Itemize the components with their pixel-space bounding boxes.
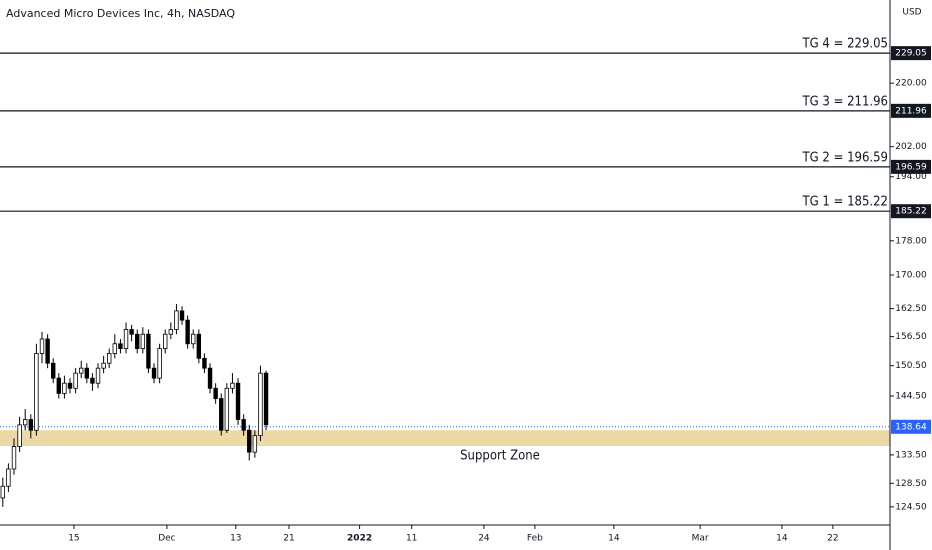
last-price-tag bbox=[891, 419, 931, 434]
candle-body bbox=[247, 429, 252, 453]
y-tick-label: 194.00 bbox=[895, 172, 927, 182]
chart-title: Advanced Micro Devices Inc, 4h, NASDAQ bbox=[6, 7, 235, 20]
candle-body bbox=[224, 387, 230, 431]
candle-body bbox=[213, 387, 218, 399]
candle-body bbox=[235, 382, 241, 420]
x-tick-label: 24 bbox=[478, 534, 490, 544]
candle-body bbox=[112, 343, 118, 354]
candle-body bbox=[90, 377, 95, 384]
support-zone bbox=[0, 430, 890, 447]
x-tick-label: 15 bbox=[68, 534, 79, 544]
y-tick-label: 144.50 bbox=[895, 391, 927, 401]
candle-body bbox=[17, 424, 22, 447]
x-tick-label: Mar bbox=[692, 534, 709, 544]
target-label: TG 1 = 185.22 bbox=[802, 195, 889, 210]
candle-body bbox=[157, 348, 162, 379]
y-tick-label: 170.00 bbox=[895, 271, 927, 281]
y-tick-label: 202.00 bbox=[895, 142, 927, 152]
price-tag bbox=[891, 204, 931, 219]
last-price-label: 138.64 bbox=[895, 422, 927, 432]
candle-body bbox=[185, 319, 190, 345]
price-tag-label: 185.22 bbox=[895, 207, 927, 217]
candle-body bbox=[95, 367, 101, 384]
support-zone-label: Support Zone bbox=[460, 449, 540, 464]
candle-body bbox=[56, 377, 62, 394]
x-tick-label: 11 bbox=[406, 534, 417, 544]
candle-body bbox=[11, 446, 17, 470]
candle-body bbox=[123, 329, 129, 349]
candle-body bbox=[174, 310, 179, 330]
candle-body bbox=[146, 333, 151, 369]
y-tick-label: 150.50 bbox=[895, 361, 927, 371]
candle-body bbox=[151, 367, 157, 379]
candle-body bbox=[129, 329, 134, 335]
candle-body bbox=[62, 382, 67, 394]
currency-label: USD bbox=[902, 8, 921, 18]
candle-body bbox=[6, 468, 11, 487]
target-label: TG 4 = 229.05 bbox=[802, 37, 889, 52]
target-label: TG 2 = 196.59 bbox=[802, 150, 889, 165]
candle-body bbox=[196, 333, 202, 359]
candle-body bbox=[230, 382, 235, 389]
candle-body bbox=[179, 310, 185, 321]
price-tag bbox=[891, 46, 931, 61]
price-tag-label: 196.59 bbox=[895, 162, 927, 172]
candle-body bbox=[168, 329, 174, 335]
x-tick-label: 22 bbox=[827, 534, 838, 544]
candle-body bbox=[84, 367, 90, 379]
candle-body bbox=[39, 338, 45, 354]
candle-body bbox=[140, 333, 146, 349]
candle-body bbox=[28, 419, 34, 431]
candle-body bbox=[163, 333, 168, 349]
price-tag-label: 211.96 bbox=[895, 106, 927, 116]
target-label: TG 3 = 211.96 bbox=[802, 94, 889, 109]
x-tick-label: 14 bbox=[608, 534, 620, 544]
candle-body bbox=[107, 353, 112, 364]
y-tick-label: 178.00 bbox=[895, 236, 927, 246]
x-tick-label: 14 bbox=[776, 534, 788, 544]
candle-body bbox=[0, 485, 6, 499]
candle-body bbox=[241, 419, 246, 431]
candle-body bbox=[67, 382, 73, 389]
x-tick-label: 21 bbox=[283, 534, 294, 544]
y-tick-label: 220.00 bbox=[895, 79, 927, 89]
candle-body bbox=[34, 353, 39, 431]
x-tick-label: 13 bbox=[230, 534, 241, 544]
candle-body bbox=[191, 333, 196, 345]
candle-body bbox=[23, 419, 28, 426]
candle-body bbox=[79, 367, 84, 374]
price-tag bbox=[891, 103, 931, 118]
candle-body bbox=[118, 343, 123, 349]
y-tick-label: 162.50 bbox=[895, 304, 927, 314]
candle-body bbox=[45, 338, 50, 364]
price-tag-label: 229.05 bbox=[895, 49, 927, 59]
x-tick-label: Feb bbox=[527, 534, 543, 544]
candle-body bbox=[51, 362, 56, 379]
y-tick-label: 156.50 bbox=[895, 332, 927, 342]
y-tick-label: 124.50 bbox=[895, 502, 927, 512]
x-tick-label: 2022 bbox=[347, 534, 372, 544]
candle-body bbox=[73, 372, 78, 389]
candle-body bbox=[207, 367, 213, 389]
y-tick-label: 133.50 bbox=[895, 450, 927, 460]
candle-body bbox=[135, 333, 140, 349]
candle-body bbox=[252, 435, 258, 453]
candle-body bbox=[202, 357, 207, 369]
candle-body bbox=[258, 372, 263, 437]
y-tick-label: 128.50 bbox=[895, 479, 927, 489]
candle-body bbox=[263, 372, 269, 426]
candle-body bbox=[101, 362, 106, 369]
candle-body bbox=[219, 398, 224, 431]
x-tick-label: Dec bbox=[158, 534, 175, 544]
price-tag bbox=[891, 159, 931, 174]
